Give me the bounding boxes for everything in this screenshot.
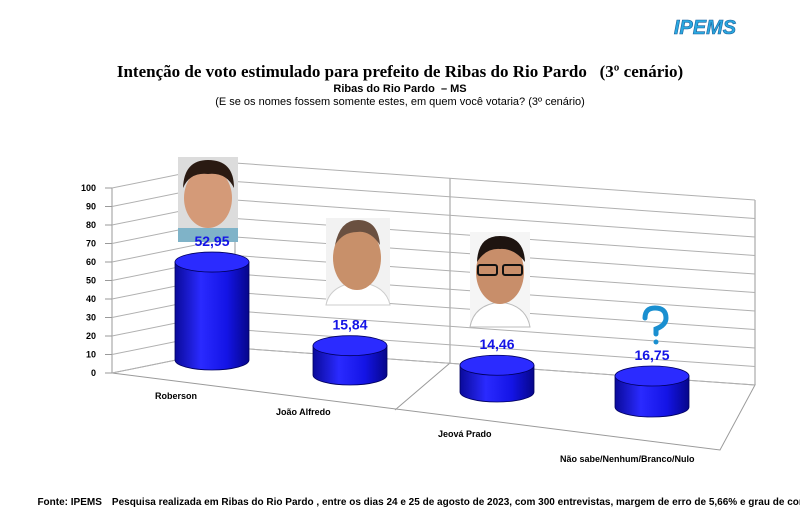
y-tick-label: 50	[86, 276, 96, 286]
y-tick-label: 80	[86, 220, 96, 230]
y-tick-label: 90	[86, 202, 96, 212]
bar-top	[614, 365, 690, 387]
bar	[459, 364, 535, 403]
bar	[174, 261, 250, 371]
value-label: 52,95	[194, 233, 229, 249]
y-tick-label: 20	[86, 331, 96, 341]
y-tick-label: 60	[86, 257, 96, 267]
note: Pesquisa realizada em Ribas do Rio Pardo…	[112, 497, 800, 508]
photo	[469, 232, 531, 328]
y-tick-label: 0	[91, 368, 96, 378]
bar	[312, 345, 388, 386]
bar-top	[459, 354, 535, 376]
chart-title: Intenção de voto estimulado para prefeit…	[117, 62, 683, 81]
bar-top	[174, 251, 250, 273]
question: (E se os nomes fossem somente estes, em …	[215, 96, 585, 108]
value-label: 16,75	[634, 347, 669, 363]
x-tick-label: Não sabe/Nenhum/Branco/Nulo	[560, 454, 695, 464]
value-label: 15,84	[332, 317, 367, 333]
logo: IPEMS	[674, 17, 737, 39]
x-tick-label: Roberson	[155, 391, 197, 401]
footer: Fonte: IPEMS Pesquisa realizada em Ribas …	[18, 497, 800, 508]
bar	[614, 375, 690, 418]
x-tick-label: Jeová Prado	[438, 429, 492, 439]
floor-divider	[394, 362, 451, 411]
y-tick-label: 10	[86, 350, 96, 360]
y-tick-label: 100	[81, 183, 96, 193]
y-tick-label: 30	[86, 313, 96, 323]
photo	[325, 218, 391, 306]
y-tick-label: 40	[86, 294, 96, 304]
question-icon	[642, 305, 669, 345]
source: Fonte: IPEMS	[37, 497, 102, 508]
bar-top	[312, 335, 388, 357]
value-label: 14,46	[479, 336, 514, 352]
x-tick-label: João Alfredo	[276, 407, 331, 417]
y-tick-label: 70	[86, 239, 96, 249]
photo	[178, 157, 238, 242]
chart-subtitle: Ribas do Rio Pardo – MS	[333, 83, 466, 95]
